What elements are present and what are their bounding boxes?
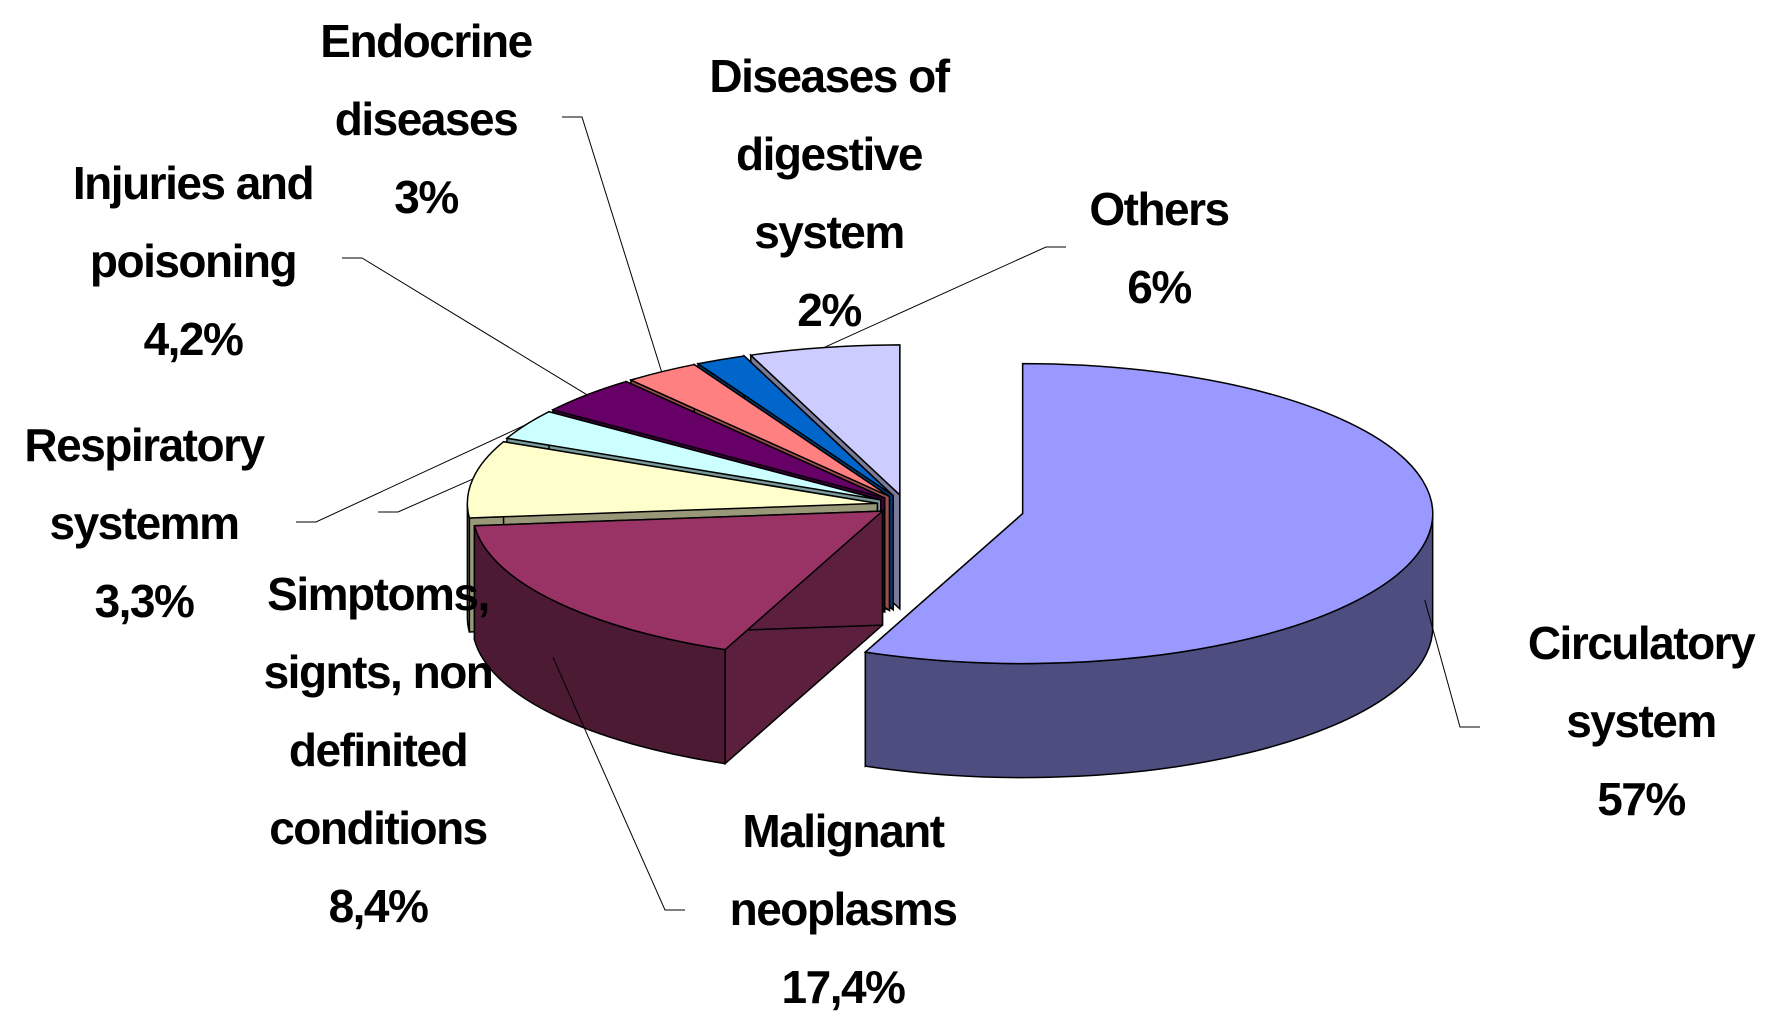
- slice-label: Malignant neoplasms 17,4%: [703, 792, 983, 1020]
- slice-label: Simptoms, signts, non definited conditio…: [228, 555, 528, 945]
- category-name: Malignant neoplasms: [729, 805, 958, 935]
- slice-label: Diseases of digestive system 2%: [679, 37, 979, 349]
- category-name: Injuries and poisoning: [72, 157, 315, 287]
- value-label: 3%: [394, 171, 459, 223]
- slice: [863, 362, 1434, 665]
- slice-label: Circulatory system 57%: [1501, 604, 1781, 838]
- value-label: 3,3%: [94, 575, 195, 627]
- slice-label: Endocrine diseases 3%: [296, 2, 556, 236]
- category-name: Endocrine diseases: [320, 15, 533, 145]
- slice-label: Injuries and poisoning 4,2%: [43, 144, 343, 378]
- category-name: Diseases of digestive system: [709, 50, 950, 258]
- leader-line: [562, 116, 663, 372]
- slice: [696, 355, 894, 497]
- slice: [473, 510, 885, 651]
- slice: [466, 440, 878, 519]
- slice: [550, 380, 885, 499]
- slice: [505, 410, 881, 501]
- slice: [628, 363, 890, 498]
- value-label: 17,4%: [781, 961, 906, 1013]
- leader-line: [1424, 599, 1480, 728]
- category-name: Respiratory systemm: [24, 419, 265, 549]
- value-label: 4,2%: [143, 313, 244, 365]
- leader-line: [823, 246, 1066, 348]
- category-name: Others: [1089, 183, 1230, 235]
- value-label: 57%: [1597, 773, 1686, 825]
- leader-line: [342, 257, 588, 396]
- value-label: 6%: [1127, 261, 1192, 313]
- slice-label: Others 6%: [1049, 170, 1269, 326]
- category-name: Simptoms, signts, non definited conditio…: [263, 568, 494, 854]
- category-name: Circulatory system: [1527, 617, 1756, 747]
- value-label: 2%: [797, 284, 862, 336]
- value-label: 8,4%: [328, 880, 429, 932]
- leader-line: [296, 424, 527, 523]
- leader-line: [378, 478, 473, 513]
- leader-line: [552, 657, 685, 911]
- slice-label: Respiratory systemm 3,3%: [4, 406, 284, 640]
